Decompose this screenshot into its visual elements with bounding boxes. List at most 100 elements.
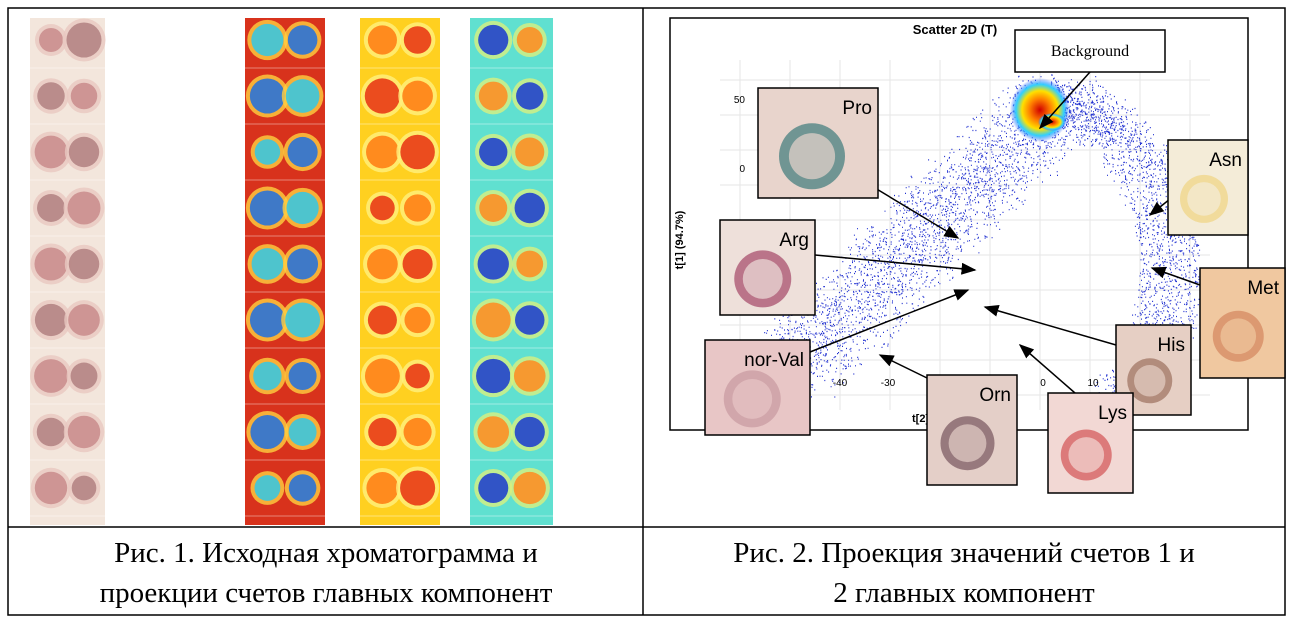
spot bbox=[35, 304, 67, 336]
spot bbox=[254, 475, 280, 501]
callout-spot-center bbox=[732, 379, 772, 419]
spot bbox=[366, 472, 398, 504]
spot bbox=[478, 473, 508, 503]
spot bbox=[404, 194, 431, 221]
spot bbox=[368, 25, 397, 54]
spot bbox=[405, 364, 430, 389]
spot bbox=[515, 417, 545, 447]
caption-line: Рис. 2. Проекция значений счетов 1 и bbox=[733, 537, 1195, 569]
x-tick-label: 0 bbox=[1040, 378, 1046, 389]
callout-spot-center bbox=[743, 259, 783, 299]
callout-spot-center bbox=[1220, 318, 1256, 354]
spot bbox=[35, 136, 68, 169]
spot bbox=[515, 305, 544, 334]
density-hotspot bbox=[1038, 113, 1066, 131]
callout-label: Arg bbox=[779, 230, 809, 251]
spot bbox=[287, 249, 318, 280]
spot bbox=[368, 418, 396, 446]
callout-spot-center bbox=[949, 424, 987, 462]
spot bbox=[250, 78, 285, 113]
spot bbox=[365, 78, 400, 113]
spot bbox=[514, 360, 546, 392]
spot bbox=[368, 305, 397, 334]
spot bbox=[39, 28, 63, 52]
spot bbox=[288, 137, 318, 167]
spot bbox=[516, 251, 543, 278]
caption-line: 2 главных компонент bbox=[833, 577, 1095, 609]
spot bbox=[400, 135, 435, 170]
caption-line: Рис. 1. Исходная хроматограмма и bbox=[114, 537, 538, 569]
spot bbox=[404, 307, 430, 333]
callout-spot-center bbox=[1068, 437, 1104, 473]
caption-line: проекции счетов главных компонент bbox=[100, 577, 553, 609]
spot bbox=[476, 359, 510, 393]
spot bbox=[404, 26, 432, 54]
spot bbox=[68, 304, 100, 336]
callout-label: Asn bbox=[1209, 150, 1242, 171]
x-tick-label: 10 bbox=[1087, 378, 1099, 389]
spot bbox=[402, 81, 433, 112]
spot bbox=[515, 137, 544, 166]
y-axis-label: t[1] (94.7%) bbox=[674, 210, 686, 269]
page: Scatter 2D (T) t[1] (94.7%) t[2] 500-40-… bbox=[0, 0, 1294, 622]
spot bbox=[37, 418, 65, 446]
spot bbox=[35, 472, 67, 504]
spot bbox=[37, 194, 65, 222]
callout-label: Lys bbox=[1098, 403, 1127, 424]
callout-spot-center bbox=[1187, 182, 1221, 216]
chromatogram-strips bbox=[30, 18, 553, 525]
spot bbox=[370, 196, 395, 221]
spot bbox=[288, 25, 318, 55]
spot bbox=[250, 415, 284, 449]
plot-title: Scatter 2D (T) bbox=[913, 22, 998, 37]
callout-spot-center bbox=[789, 133, 835, 179]
spot bbox=[285, 303, 320, 338]
spot bbox=[403, 249, 433, 279]
callout-label: Orn bbox=[979, 385, 1011, 406]
callout-label: Pro bbox=[842, 98, 872, 119]
spot bbox=[478, 25, 508, 55]
callout-label: Background bbox=[1051, 43, 1129, 60]
spot bbox=[516, 82, 543, 109]
spot bbox=[66, 22, 101, 57]
spot bbox=[67, 191, 100, 224]
y-tick-label: 50 bbox=[734, 95, 746, 106]
spot bbox=[253, 362, 281, 390]
spot bbox=[514, 472, 546, 504]
spot bbox=[251, 24, 283, 56]
spot bbox=[250, 303, 285, 338]
callout-label: His bbox=[1158, 335, 1185, 356]
spot bbox=[286, 79, 320, 113]
spot bbox=[478, 248, 509, 279]
spot bbox=[365, 359, 400, 394]
scatter-figure: Scatter 2D (T) t[1] (94.7%) t[2] 500-40-… bbox=[670, 18, 1285, 493]
density-hotspot bbox=[1010, 78, 1070, 142]
spot bbox=[479, 82, 508, 111]
spot bbox=[366, 136, 399, 169]
spot bbox=[477, 416, 509, 448]
x-tick-label: -30 bbox=[881, 378, 896, 389]
spot bbox=[34, 247, 67, 280]
spot bbox=[404, 418, 432, 446]
spot bbox=[255, 139, 280, 164]
spot bbox=[476, 303, 511, 338]
spot bbox=[367, 249, 398, 280]
spot bbox=[400, 470, 435, 505]
y-tick-label: 0 bbox=[739, 164, 745, 175]
spot bbox=[479, 138, 507, 166]
spot bbox=[286, 192, 318, 224]
spot bbox=[68, 416, 100, 448]
spot bbox=[250, 190, 285, 225]
x-tick-label: -40 bbox=[833, 378, 848, 389]
spot bbox=[479, 194, 507, 222]
spot bbox=[71, 363, 98, 390]
spot bbox=[252, 248, 284, 280]
callout-label: nor-Val bbox=[744, 350, 804, 371]
spot bbox=[517, 27, 543, 53]
spot bbox=[37, 82, 64, 109]
spot bbox=[72, 476, 97, 501]
spot bbox=[289, 418, 317, 446]
spot bbox=[515, 193, 545, 223]
spot bbox=[34, 359, 68, 393]
callout-label: Met bbox=[1247, 278, 1279, 299]
